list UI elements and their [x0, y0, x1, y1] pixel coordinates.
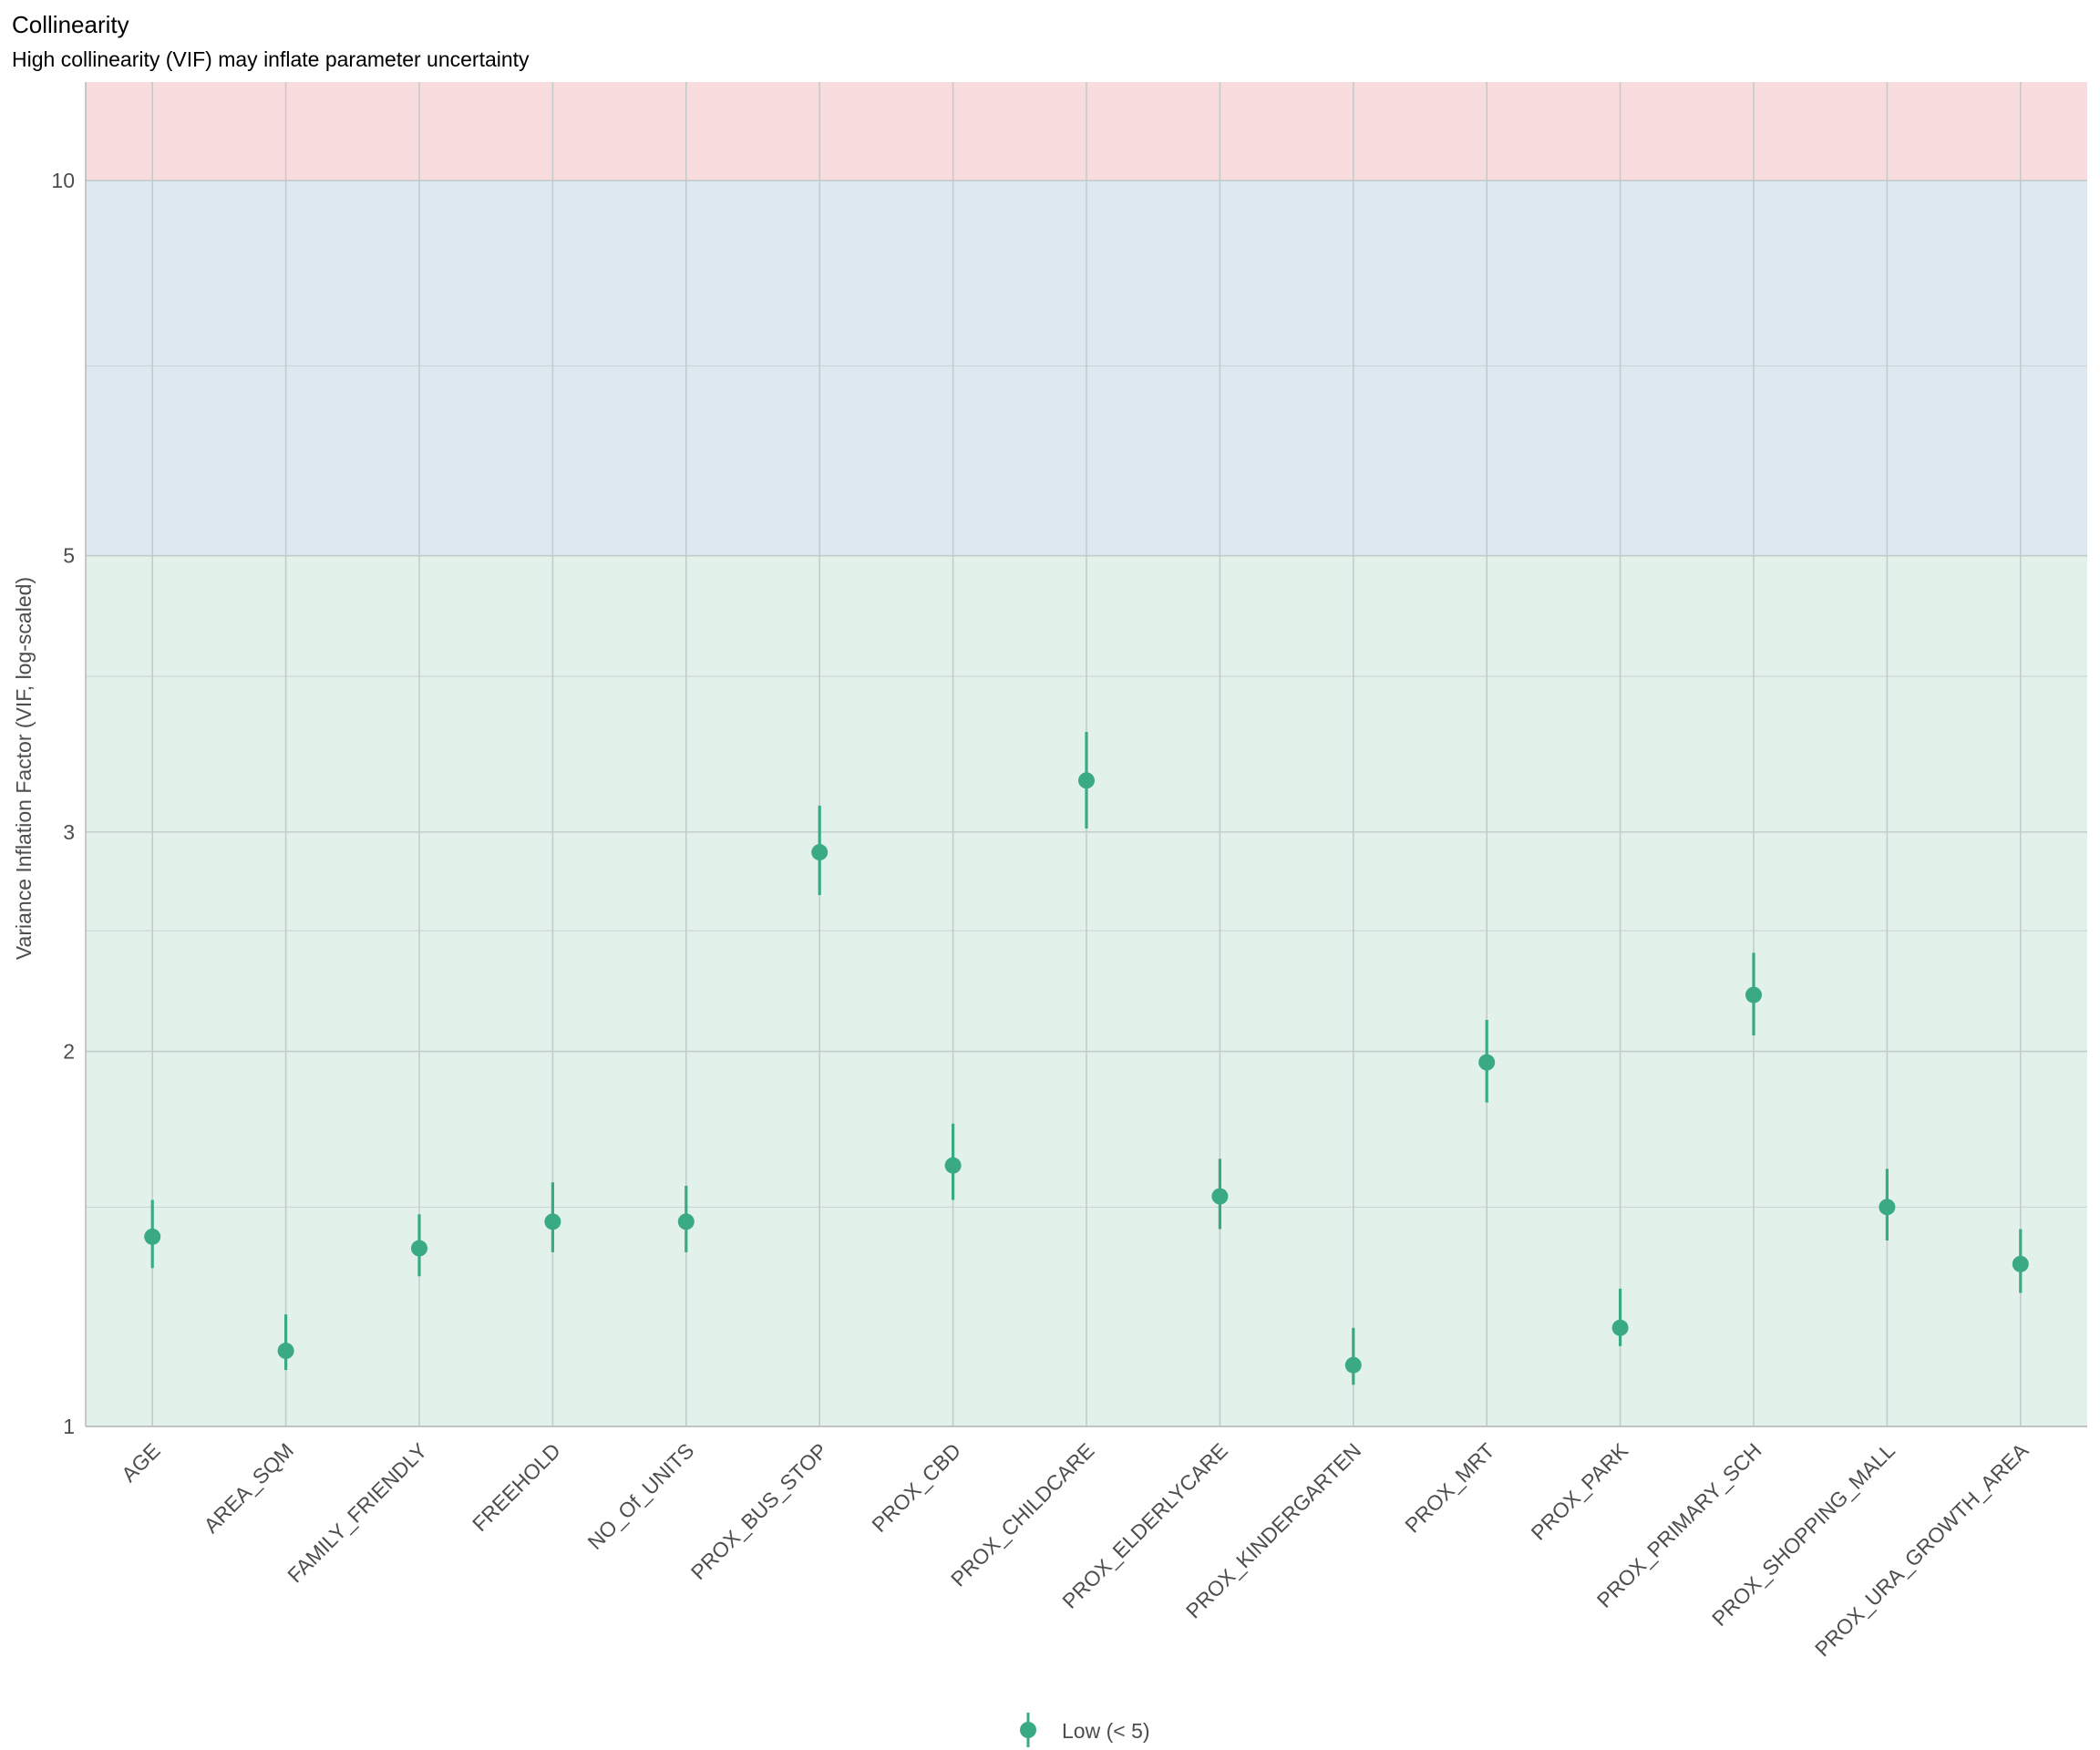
data-marks: [144, 732, 2029, 1385]
y-tick-label-1: 2: [63, 1040, 75, 1064]
x-tick-label-10: PROX_MRT: [1400, 1438, 1498, 1537]
vif-point-area_sqm: [277, 1343, 294, 1360]
x-tick-label-3: FREEHOLD: [468, 1438, 565, 1536]
vif-point-prox_mrt: [1478, 1054, 1496, 1071]
y-tick-label-4: 10: [51, 169, 75, 192]
vif-point-family_friendly: [411, 1240, 427, 1257]
vif-point-prox_shopping_mall: [1879, 1199, 1896, 1216]
vif-point-prox_park: [1611, 1319, 1629, 1336]
chart-title: Collinearity: [12, 11, 129, 38]
x-tick-label-6: PROX_CBD: [867, 1438, 965, 1537]
axes: [85, 82, 2087, 1427]
x-tick-label-2: FAMILY_FRIENDLY: [283, 1438, 431, 1587]
legend[interactable]: Low (< 5): [1020, 1713, 1150, 1747]
legend-key-point: [1020, 1722, 1036, 1738]
x-tick-label-4: NO_Of_UNITS: [582, 1438, 698, 1554]
legend-label: Low (< 5): [1062, 1719, 1150, 1743]
y-axis-title: Variance Inflation Factor (VIF, log-scal…: [12, 577, 36, 960]
x-tick-label-5: PROX_BUS_STOP: [686, 1438, 832, 1584]
y-tick-labels: 1 2 3 5 10: [51, 169, 75, 1438]
x-tick-label-0: AGE: [117, 1438, 165, 1487]
vif-point-prox_childcare: [1078, 772, 1095, 789]
vif-point-age: [144, 1228, 161, 1245]
y-tick-label-3: 5: [63, 544, 75, 568]
y-tick-label-2: 3: [63, 820, 75, 844]
vif-point-no_of_units: [677, 1213, 695, 1230]
x-tick-label-14: PROX_URA_GROWTH_AREA: [1810, 1438, 2033, 1662]
chart-subtitle: High collinearity (VIF) may inflate para…: [12, 47, 530, 71]
vif-point-freehold: [544, 1213, 561, 1230]
x-tick-label-11: PROX_PARK: [1527, 1438, 1633, 1545]
vif-point-prox_primary_sch: [1745, 986, 1762, 1004]
vif-point-prox_ura_growth_area: [2012, 1255, 2029, 1272]
y-tick-label-0: 1: [63, 1415, 75, 1438]
vif-point-prox_elderlycare: [1211, 1188, 1229, 1205]
x-tick-label-1: AREA_SQM: [199, 1438, 298, 1538]
vif-point-prox_cbd: [944, 1157, 962, 1174]
x-tick-label-7: PROX_CHILDCARE: [946, 1438, 1099, 1591]
vif-point-prox_kindergarten: [1344, 1356, 1362, 1374]
vif-point-prox_bus_stop: [811, 844, 829, 861]
